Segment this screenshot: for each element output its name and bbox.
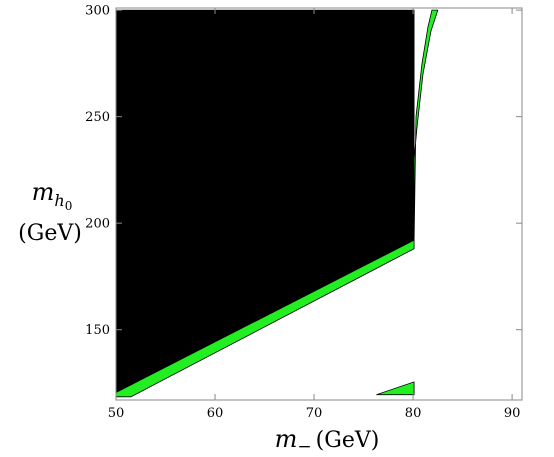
regions-layer (115, 9, 439, 398)
y-tick-label: 300 (85, 4, 110, 19)
y-axis-ticks: 150 200 250 300 (85, 4, 522, 338)
x-tick-label: 90 (504, 406, 521, 421)
x-axis-ticks: 50 60 70 80 90 (108, 8, 521, 421)
x-axis-label: m− (GeV) (275, 425, 380, 457)
y-tick-label: 250 (85, 110, 110, 125)
x-tick-label: 80 (405, 406, 422, 421)
y-tick-label: 200 (85, 217, 110, 232)
y-tick-label: 150 (85, 323, 110, 338)
x-tick-label: 70 (306, 406, 323, 421)
region-allowed-band-upper (413, 9, 439, 241)
x-tick-label: 60 (207, 406, 224, 421)
y-axis-label-unit: (GeV) (18, 221, 82, 246)
x-tick-label: 50 (108, 406, 125, 421)
plot-frame (115, 7, 523, 401)
region-allowed-band-small (376, 381, 415, 396)
region-excluded (115, 9, 415, 394)
y-axis-label-symbol: mh0 (32, 178, 73, 213)
